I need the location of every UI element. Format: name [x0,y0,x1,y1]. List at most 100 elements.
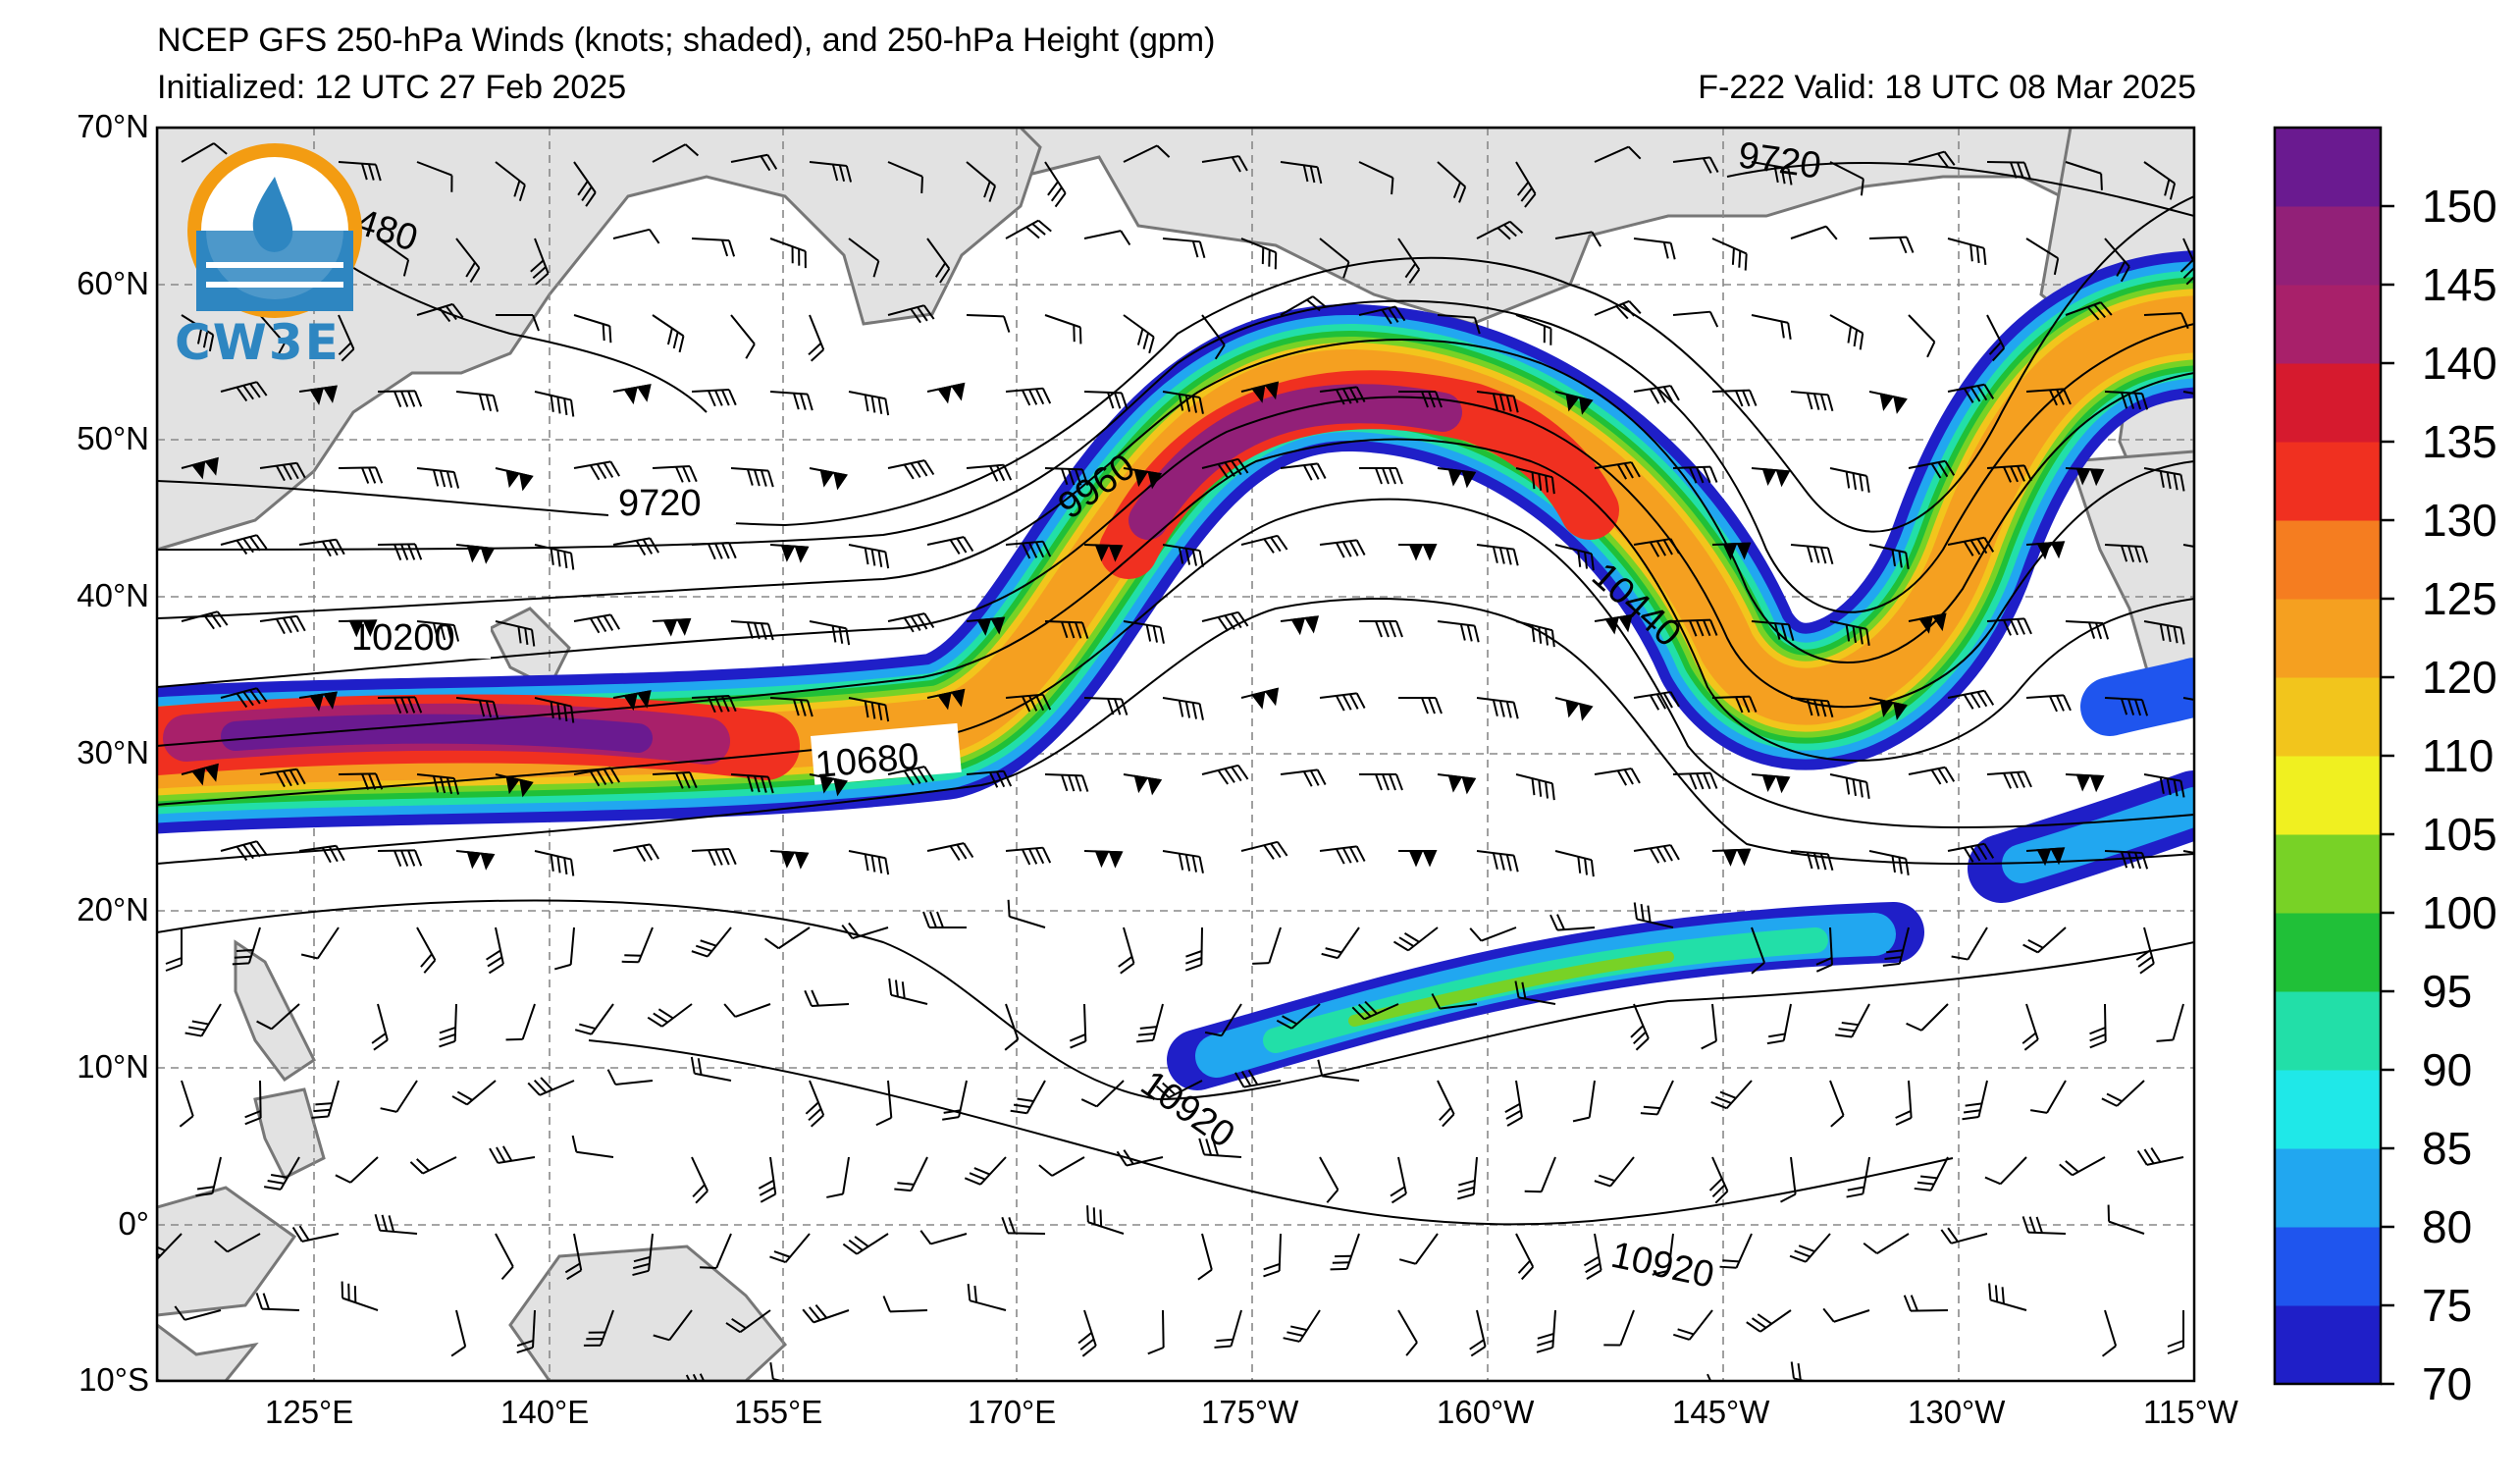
wind-barb [1001,1216,1046,1235]
wind-barb [652,314,685,353]
wind-barb [300,927,340,960]
map-frame [155,126,2196,1383]
wind-barb [848,238,880,278]
wind-barb [612,537,659,556]
wind-barb [1390,1156,1407,1204]
wind-barb [1780,1156,1797,1203]
colorbar-label: 75 [2422,1280,2473,1331]
wind-barb [809,773,848,797]
wind-barb [730,620,774,641]
wind-barb [2104,391,2149,410]
wind-barb [1835,1003,1870,1038]
wind-barb [495,467,534,492]
lat-label: 70°N [77,108,149,144]
wind-barb [1554,544,1595,571]
wind-barb [1469,1309,1487,1357]
wind-barb [179,1080,194,1128]
wind-barb [1594,145,1642,163]
wind-barb [486,927,504,975]
wind-barb [1515,467,1555,495]
wind-barb [1815,927,1833,973]
wind-barb [1044,467,1089,486]
wind-barb [335,1156,379,1184]
wind-barb [1986,617,2032,636]
wind-barb [875,1080,893,1127]
wind-barb [1123,314,1155,354]
wind-barb [1908,150,1956,168]
colorbar-label: 130 [2422,495,2497,546]
wind-barb [802,1304,850,1324]
lat-label: 40°N [77,577,149,613]
wind-barb [1594,613,1633,635]
wind-barb [2025,694,2072,713]
wind-barb [458,1378,496,1422]
wind-barb [2104,238,2130,283]
wind-barb [1829,773,1870,799]
lon-label: 125°E [265,1394,354,1430]
wind-barb [1184,927,1203,972]
wind-barb [2059,1156,2106,1177]
wind-barb [1319,845,1366,865]
cw3e-logo [187,143,362,318]
wind-barb [416,467,460,489]
wind-barb [181,763,219,786]
wind-barb [887,459,935,480]
wind-barb [341,1281,379,1311]
wind-barb [1708,1156,1729,1204]
map-title: NCEP GFS 250-hPa Winds (knots; shaded), … [157,22,1216,59]
wind-barb [1280,295,1327,316]
wind-barb [1829,161,1864,196]
colorbar-label: 140 [2422,338,2497,389]
wind-barb [685,1373,709,1381]
wind-barb [1162,391,1204,414]
wind-barb [338,619,378,638]
wind-barb [723,1003,771,1018]
wind-barb [1751,773,1791,794]
wind-barb [1319,692,1366,712]
wind-barb [805,1080,825,1128]
wind-barb [380,1080,418,1113]
wind-barb [652,617,692,637]
logo-text: CW3E [175,314,341,371]
wind-barb [1280,161,1323,185]
wind-barb [942,1080,968,1121]
wind-barb [495,1233,514,1281]
wind-barb [220,381,268,402]
wind-barb [259,768,306,788]
wind-barb [534,850,575,876]
wind-barb [1572,1080,1596,1123]
init-time: Initialized: 12 UTC 27 Feb 2025 [157,69,627,106]
wind-barb [1711,389,1758,407]
colorbar-segment [2275,285,2381,364]
wind-barb [769,544,810,563]
wind-barb [1007,899,1046,928]
wind-barb [1751,620,1795,642]
lat-label: 20°N [77,891,149,927]
wind-barb [1719,1233,1753,1269]
wind-barb [573,460,620,481]
wind-barb [2104,850,2149,870]
wind-barb [964,1156,1007,1186]
wind-barb [451,1080,497,1106]
wind-barb [1358,161,1394,195]
colorbar-label: 95 [2422,966,2473,1017]
wind-barb [1080,1080,1125,1108]
lat-label: 60°N [77,265,149,301]
wind-barb [1672,618,1718,637]
wind-barb [1201,610,1249,632]
wind-barb [848,544,890,569]
colorbar-segment [2275,1148,2381,1228]
wind-barb [1162,697,1204,720]
wind-barb [259,314,286,359]
wind-barb [1116,1149,1164,1167]
wind-barb [184,1003,222,1037]
wind-barb [888,978,928,1005]
wind-barb [1711,238,1748,271]
wind-barb [1437,620,1480,643]
colorbar-segment [2275,442,2381,521]
wind-barb [338,772,384,790]
wind-barb [489,1145,536,1164]
wind-barb [2143,161,2177,200]
wind-barb [894,1156,928,1192]
